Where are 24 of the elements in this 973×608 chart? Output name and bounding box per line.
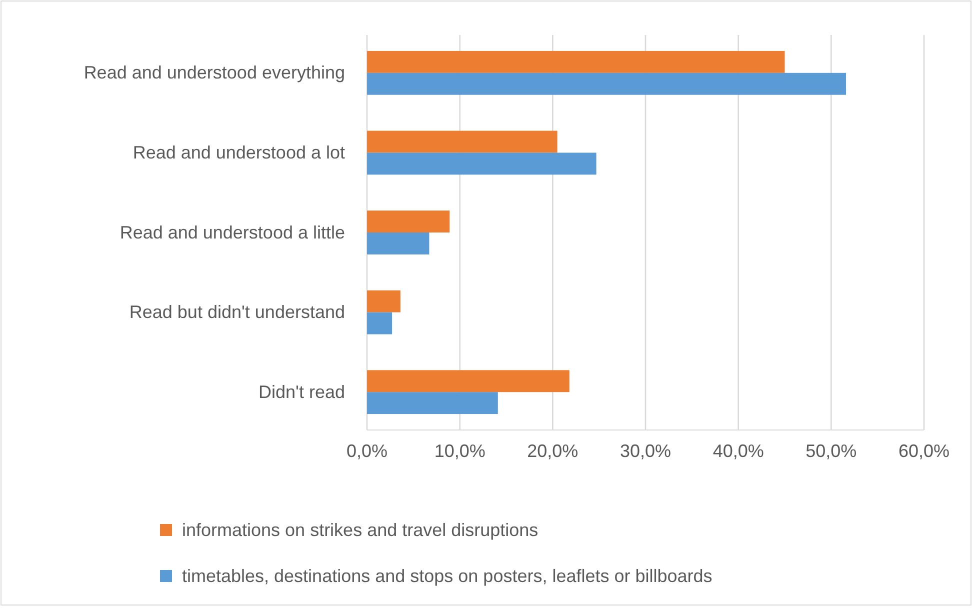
bar — [367, 232, 430, 254]
bar — [367, 290, 400, 312]
y-tick-label: Didn't read — [258, 382, 345, 402]
x-tick-label: 20,0% — [527, 440, 578, 461]
x-tick-label: 40,0% — [712, 440, 764, 461]
x-tick-label: 60,0% — [898, 440, 950, 461]
x-tick-label: 50,0% — [806, 440, 857, 461]
y-tick-label: Read and understood a lot — [132, 142, 345, 162]
y-tick-label: Read and understood a little — [120, 222, 345, 242]
bar — [367, 152, 596, 175]
bar — [367, 130, 558, 153]
bar — [367, 370, 570, 392]
bar — [367, 72, 846, 95]
x-tick-label: 10,0% — [434, 440, 486, 461]
bar — [367, 50, 785, 73]
legend-label: timetables, destinations and stops on posters, leaflets or billboards — [182, 566, 712, 586]
bar — [367, 210, 450, 232]
legend-label: informations on strikes and travel disruptions — [182, 520, 538, 540]
x-tick-label: 30,0% — [620, 440, 672, 461]
y-tick-label: Read and understood everything — [84, 62, 345, 83]
x-tick-label: 0,0% — [346, 440, 388, 461]
y-tick-label: Read but didn't understand — [129, 302, 345, 322]
bar — [367, 392, 498, 414]
bar — [367, 312, 392, 334]
